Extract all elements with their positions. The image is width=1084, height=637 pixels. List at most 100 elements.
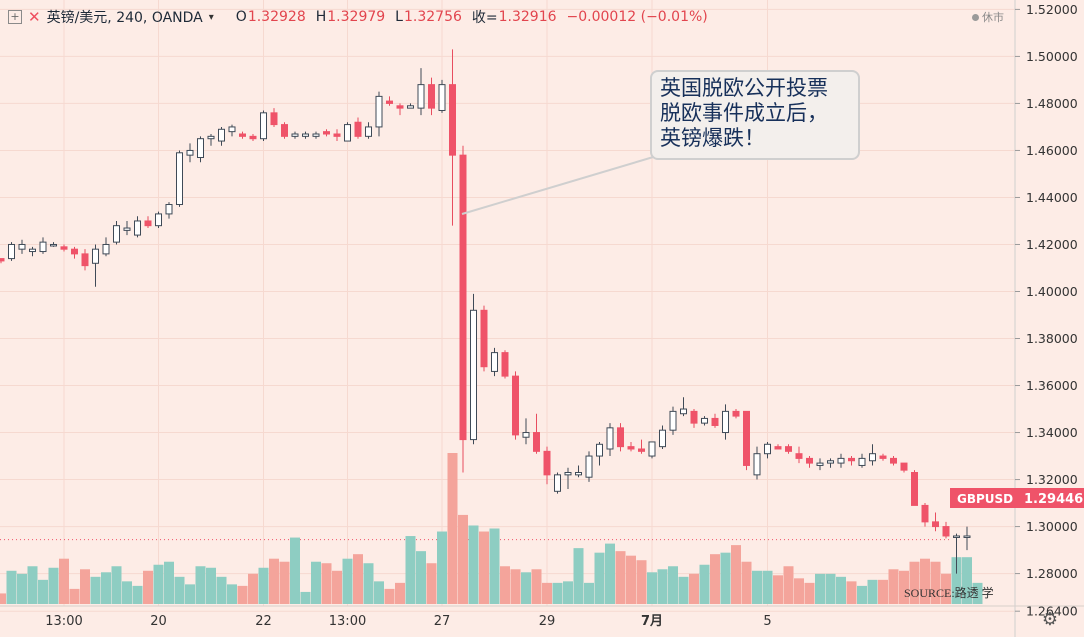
volume-bar [741, 561, 752, 604]
volume-bar [825, 573, 836, 604]
volume-bar [857, 585, 867, 604]
candle-body [428, 84, 435, 109]
time-axis[interactable]: 13:00 20 22 13:00 27 29 7月 5 [45, 614, 771, 629]
candle-body [827, 460, 834, 464]
volume-bar [363, 563, 374, 604]
candle-body [806, 457, 813, 464]
candle [753, 446, 761, 480]
candle [732, 409, 740, 419]
volume-bar [500, 566, 510, 604]
remove-series-icon[interactable]: ✕ [28, 8, 41, 26]
candle [60, 244, 68, 252]
volume-bar [647, 572, 657, 604]
annotation-callout[interactable]: 英国脱欧公开投票 脱欧事件成立后， 英镑爆跌！ [650, 70, 860, 160]
gear-icon[interactable]: ⚙ [1041, 609, 1059, 630]
candle [764, 441, 771, 459]
price-axis[interactable]: 1.52000 1.50000 1.48000 1.46000 1.44000 1.420… [1015, 2, 1078, 619]
volume-bar [689, 573, 699, 604]
candle [659, 425, 666, 449]
volume-bar [615, 551, 626, 604]
candle [354, 117, 362, 139]
candle-body [501, 352, 509, 377]
source-watermark: SOURCE:路透 学 [904, 586, 994, 600]
volume-bar [489, 528, 500, 604]
candle [501, 350, 509, 379]
volume-bar [846, 581, 857, 604]
price-badge-value: 1.29446 [1024, 492, 1083, 507]
volume-bar [930, 561, 941, 604]
candle-body [774, 446, 782, 450]
candle-body [144, 220, 152, 227]
volume-bar [321, 563, 332, 604]
candle [858, 453, 866, 468]
candle-body [669, 410, 677, 431]
candle-body [323, 131, 330, 135]
volume-bar [626, 555, 636, 604]
candle [575, 465, 582, 478]
symbol-title[interactable]: 英镑/美元, 240, OANDA [46, 10, 203, 26]
candle [512, 371, 519, 440]
volume-bar [248, 573, 258, 604]
volume-bar [300, 591, 311, 604]
candle-body [249, 135, 257, 140]
callout-line-1: 英国脱欧公开投票 [660, 76, 828, 100]
volume-bar [458, 514, 468, 604]
candle-body [753, 453, 761, 476]
candle-body [869, 453, 876, 462]
low-value: 1.32756 [403, 9, 462, 25]
candle-body [470, 309, 477, 441]
price-tick-label: 1.50000 [1026, 49, 1078, 64]
candle [669, 406, 677, 435]
volume-bar [384, 588, 395, 604]
candle [890, 456, 897, 466]
candle-body [921, 504, 929, 523]
candle [50, 242, 57, 247]
volume-bar [405, 536, 416, 604]
chevron-down-icon[interactable]: ▾ [208, 11, 214, 23]
candle [554, 472, 561, 494]
candle [417, 68, 425, 116]
candle-body [375, 95, 383, 128]
candle-body [627, 446, 635, 450]
volume-bar [185, 584, 195, 604]
volume-bar [836, 576, 846, 604]
candle-body [197, 138, 204, 158]
candle-body [764, 443, 771, 455]
candle-body [879, 455, 887, 459]
volume-bar [227, 584, 237, 604]
candle [407, 103, 414, 109]
candle-body [564, 472, 572, 476]
candle-body [575, 472, 582, 476]
candle-body [890, 457, 897, 464]
candles [0, 49, 971, 574]
volume-bar [888, 569, 899, 604]
candle-body [354, 121, 362, 137]
candle [438, 79, 446, 113]
volume-bar [69, 588, 80, 604]
candle-body [365, 126, 372, 137]
time-tick-label: 7月 [641, 614, 663, 629]
volume-bar [27, 566, 38, 604]
candle-body [480, 309, 488, 368]
candle [680, 397, 687, 417]
volume-bar [90, 576, 101, 604]
low-label: L [395, 9, 403, 25]
expand-icon[interactable]: + [8, 10, 22, 24]
candle-body [722, 410, 729, 434]
candle-body [659, 429, 666, 448]
candle [428, 77, 435, 116]
price-badge: GBPUSD 1.29446 [950, 488, 1084, 508]
volume-bar [962, 557, 972, 604]
price-tick-label: 1.48000 [1026, 96, 1078, 111]
time-tick-label: 13:00 [329, 614, 366, 629]
candle-body [228, 126, 236, 133]
price-tick-label: 1.32000 [1026, 472, 1078, 487]
candle [39, 237, 47, 254]
candle-body [176, 152, 183, 206]
candle [848, 456, 855, 466]
candle [186, 143, 194, 163]
volume-bar [101, 572, 111, 604]
candle-body [648, 441, 656, 457]
candle-body [701, 417, 708, 424]
